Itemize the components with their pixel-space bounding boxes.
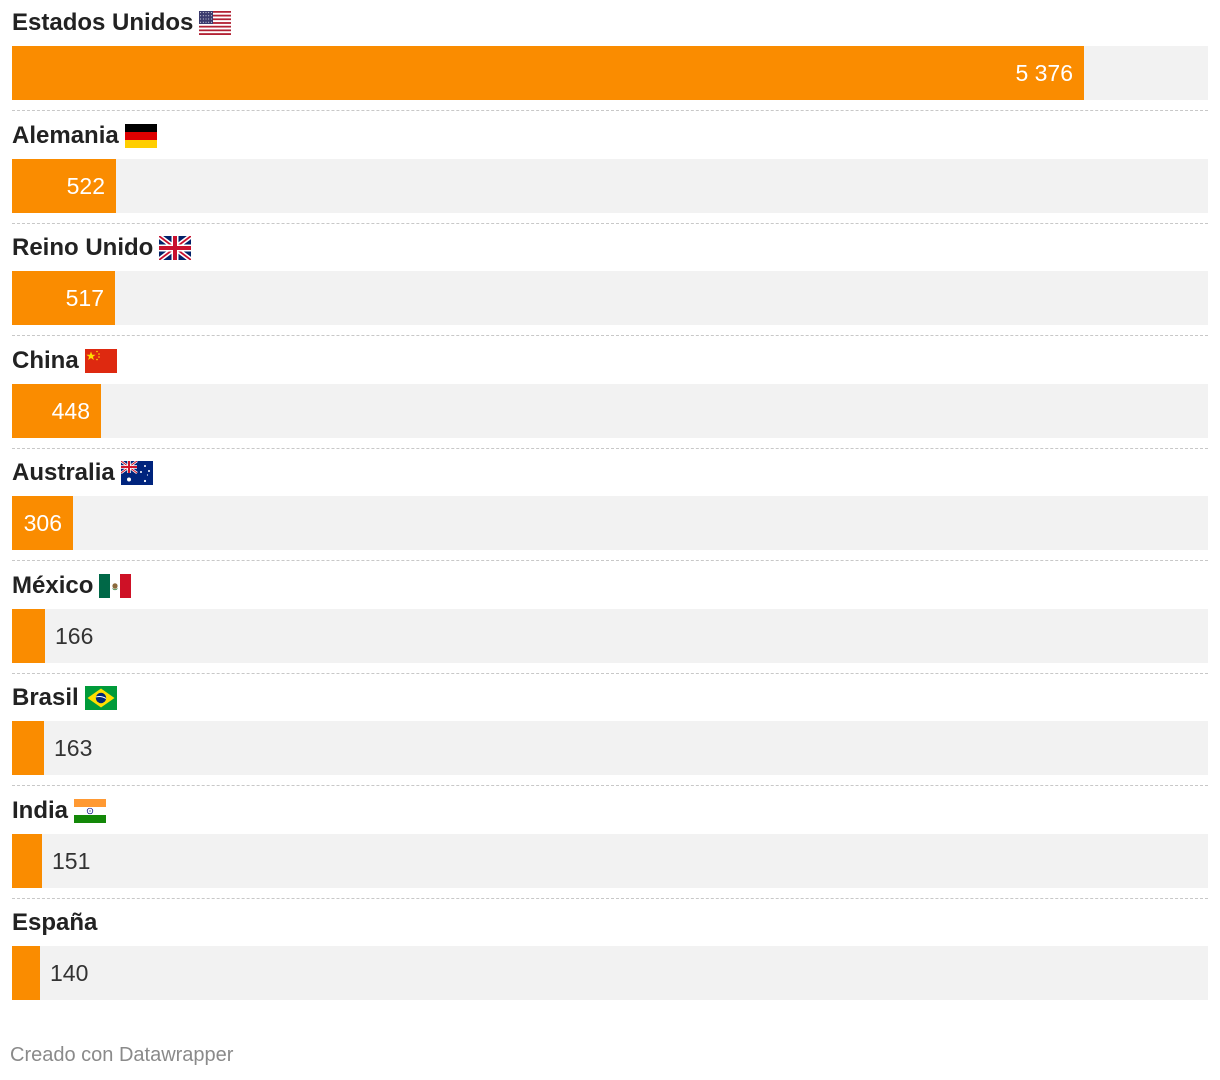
chart-row-china: China 448 <box>12 338 1208 451</box>
bar <box>12 158 116 213</box>
category-label-text: Reino Unido <box>12 234 154 261</box>
bar <box>12 721 44 775</box>
category-label-text: Australia <box>12 459 115 486</box>
category-label-text: Estados Unidos <box>12 9 194 36</box>
row-separator <box>12 897 1208 899</box>
bar-track: 522 <box>12 158 1208 213</box>
china-flag-icon <box>84 348 117 373</box>
value-label: 517 <box>65 285 104 311</box>
uk-flag-icon <box>159 236 192 260</box>
category-label-text: Brasil <box>12 684 79 711</box>
category-label-text: México <box>12 571 94 599</box>
category-label-text: Alemania <box>12 121 119 149</box>
bar <box>12 946 40 1000</box>
germany-flag-icon <box>124 123 157 148</box>
chart-row-alemania: Alemania 522 <box>12 113 1208 226</box>
value-label: 163 <box>54 735 93 761</box>
chart-row-australia: Australia 306 <box>12 450 1208 563</box>
bar <box>12 271 115 325</box>
value-label: 448 <box>51 397 90 424</box>
category-label: Alemania <box>12 121 157 151</box>
row-separator <box>12 222 1208 224</box>
chart-row-brasil: Brasil 163 <box>12 675 1208 788</box>
bar-chart: Estados Unidos 5 376 Alemania 522 Reino Unid… <box>12 0 1208 1013</box>
bar-track: 517 <box>12 271 1208 325</box>
value-label: 306 <box>23 510 62 536</box>
bar-track: 166 <box>12 608 1208 663</box>
category-label-text: China <box>12 346 79 374</box>
mexico-flag-icon <box>99 573 132 598</box>
row-separator <box>12 335 1208 336</box>
category-label-text: India <box>12 796 69 824</box>
bar <box>12 496 73 550</box>
chart-row-mexico: México 166 <box>12 563 1208 676</box>
category-label: España <box>12 908 97 938</box>
footer-credit[interactable]: Creado con Datawrapper <box>10 1044 234 1066</box>
bar <box>12 833 42 888</box>
row-separator <box>12 672 1208 674</box>
category-label: México <box>12 571 132 601</box>
category-label: China <box>12 346 117 376</box>
india-flag-icon <box>74 798 107 823</box>
chart-row-india: India 151 <box>12 788 1208 901</box>
category-label: Brasil <box>12 683 117 713</box>
chart-row-estados-unidos: Estados Unidos 5 376 <box>12 0 1208 113</box>
value-label: 166 <box>55 622 94 649</box>
bar <box>12 383 101 438</box>
chart-row-espana: España 140 <box>12 900 1208 1013</box>
bar-track: 306 <box>12 496 1208 550</box>
bar-track: 448 <box>12 383 1208 438</box>
bar <box>12 608 45 663</box>
row-separator <box>12 560 1208 561</box>
bar-track: 163 <box>12 721 1208 775</box>
row-separator <box>12 110 1208 111</box>
brazil-flag-icon <box>84 686 117 710</box>
category-label: Estados Unidos <box>12 8 232 38</box>
bar <box>12 46 1084 100</box>
bar-track: 140 <box>12 946 1208 1000</box>
category-label: India <box>12 796 107 826</box>
value-label: 140 <box>50 960 89 986</box>
bar-track: 5 376 <box>12 46 1208 100</box>
value-label: 5 376 <box>1015 60 1073 86</box>
value-label: 522 <box>66 172 105 199</box>
australia-flag-icon <box>120 461 153 485</box>
chart-row-reino-unido: Reino Unido 517 <box>12 225 1208 338</box>
category-label: Australia <box>12 458 153 488</box>
bar-track: 151 <box>12 833 1208 888</box>
category-label: Reino Unido <box>12 233 192 263</box>
row-separator <box>12 447 1208 449</box>
value-label: 151 <box>52 847 91 874</box>
us-flag-icon <box>199 11 232 35</box>
row-separator <box>12 785 1208 786</box>
category-label-text: España <box>12 909 98 936</box>
